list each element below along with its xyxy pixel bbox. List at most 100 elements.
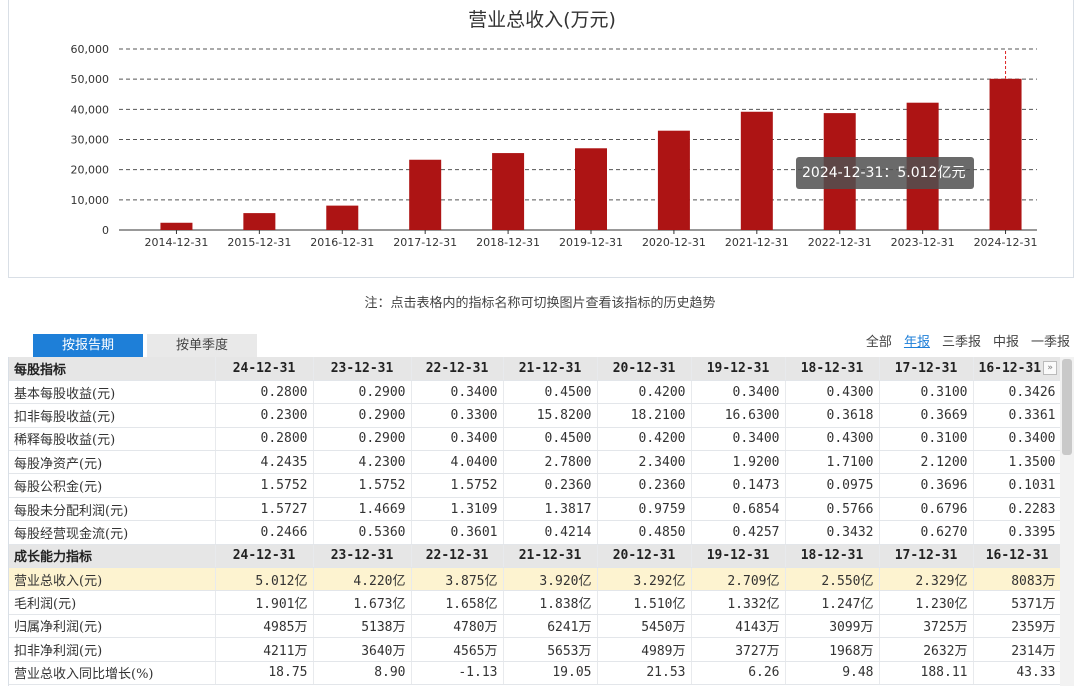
filter-4[interactable]: 一季报 [1030, 335, 1070, 350]
table-cell: 0.6796 [879, 497, 974, 522]
section-title: 每股指标 [9, 357, 216, 381]
table-cell: 0.4300 [785, 380, 880, 405]
filter-2[interactable]: 三季报 [941, 335, 981, 350]
table-cell: 18.2100 [597, 403, 692, 428]
table-cell: 3725万 [879, 614, 974, 639]
indicator-name[interactable]: 每股未分配利润(元) [9, 497, 216, 522]
table-cell: 2.7800 [503, 450, 598, 475]
table-row: 营业总收入同比增长(%) 18.75 8.90 -1.13 19.05 21.53 6.26… [9, 661, 1062, 685]
table-cell: 4.220亿 [313, 567, 412, 592]
column-header: 20-12-31 [597, 357, 692, 381]
indicator-name[interactable]: 每股净资产(元) [9, 450, 216, 475]
indicator-name[interactable]: 毛利润(元) [9, 590, 216, 615]
bar-2019-12-31 [575, 148, 607, 230]
indicator-name[interactable]: 归属净利润(元) [9, 614, 216, 639]
table-cell: 4780万 [411, 614, 504, 639]
table-cell: 9.48 [785, 661, 880, 685]
table-cell: 1.3109 [411, 497, 504, 522]
table-cell: 0.5766 [785, 497, 880, 522]
y-tick-label: 10,000 [71, 194, 110, 207]
filter-1[interactable]: 年报 [903, 335, 930, 350]
tab-single-quarter[interactable]: 按单季度 [147, 334, 257, 358]
indicator-name[interactable]: 营业总收入同比增长(%) [9, 661, 216, 685]
filter-3[interactable]: 中报 [992, 335, 1019, 350]
table-row: 稀释每股收益(元) 0.2800 0.2900 0.3400 0.4500 0.4200 0… [9, 427, 1062, 452]
section-title: 成长能力指标 [9, 544, 216, 569]
tab-report-period[interactable]: 按报告期 [33, 334, 143, 358]
bar-2024-12-31 [989, 78, 1022, 231]
indicator-name[interactable]: 每股经营现金流(元) [9, 520, 216, 545]
table-row: 每股公积金(元) 1.5752 1.5752 1.5752 0.2360 0.2360 0.… [9, 473, 1062, 498]
table-cell: 4.2300 [313, 450, 412, 475]
bar-2020-12-31 [657, 130, 690, 230]
table-row: 毛利润(元) 1.901亿 1.673亿 1.658亿 1.838亿 1.510亿 1.33… [9, 590, 1062, 615]
table-cell: 0.2800 [215, 427, 314, 452]
table-cell: 0.2900 [313, 403, 412, 428]
table-cell: 0.3100 [879, 380, 974, 405]
indicator-name[interactable]: 稀释每股收益(元) [9, 427, 216, 452]
period-filters: 全部 年报 三季报 中报 一季报 [866, 331, 1070, 350]
column-header: 23-12-31 [313, 357, 412, 381]
x-tick-label: 2017-12-31 [393, 236, 457, 249]
indicator-name[interactable]: 扣非每股收益(元) [9, 403, 216, 428]
column-header: 22-12-31 [411, 357, 504, 381]
table-cell: 21.53 [597, 661, 692, 685]
table-cell: 0.0975 [785, 473, 880, 498]
revenue-bar-chart: 营业总收入(万元) 0 10,000 20,000 30,000 40,000 50,000… [71, 9, 1038, 249]
table-cell: 4989万 [597, 637, 692, 662]
chart-title: 营业总收入(万元) [468, 9, 616, 31]
indicator-name[interactable]: 每股公积金(元) [9, 473, 216, 498]
table-cell: 188.11 [879, 661, 974, 685]
x-tick-label: 2016-12-31 [310, 236, 374, 249]
table-cell: 2.709亿 [691, 567, 786, 592]
table-cell: 1.230亿 [879, 590, 974, 615]
table-cell: 0.2800 [215, 380, 314, 405]
x-tick-label: 2021-12-31 [725, 236, 789, 249]
column-header: 16-12-31» [973, 357, 1062, 381]
table-cell: 0.1031 [973, 473, 1062, 498]
table-cell: 15.8200 [503, 403, 598, 428]
table-cell: 4143万 [691, 614, 786, 639]
table-cell: 0.6854 [691, 497, 786, 522]
table-cell: 0.3300 [411, 403, 504, 428]
table-scrollbar[interactable] [1060, 357, 1074, 686]
financial-indicators-table: 每股指标 24-12-31 23-12-31 22-12-31 21-12-31 20-1… [9, 357, 1062, 685]
table-cell: 0.3400 [411, 380, 504, 405]
table-row: 每股净资产(元) 4.2435 4.2300 4.0400 2.7800 2.3400 1.… [9, 450, 1062, 475]
table-cell: 0.9759 [597, 497, 692, 522]
table-cell: 0.3601 [411, 520, 504, 545]
table-cell: 4985万 [215, 614, 314, 639]
bar-2014-12-31 [160, 222, 193, 230]
bar-2015-12-31 [243, 213, 276, 230]
table-cell: 3.875亿 [411, 567, 504, 592]
y-tick-label: 40,000 [71, 103, 110, 116]
table-cell: 1.673亿 [313, 590, 412, 615]
table-cell: 1.3817 [503, 497, 598, 522]
bar-2018-12-31 [492, 153, 525, 230]
filter-0[interactable]: 全部 [865, 335, 892, 350]
table-cell: 43.33 [973, 661, 1062, 685]
bar-2016-12-31 [326, 205, 359, 230]
table-cell: 4211万 [215, 637, 314, 662]
x-tick-label: 2024-12-31 [974, 236, 1038, 249]
table-cell: 1.838亿 [503, 590, 598, 615]
indicator-name[interactable]: 扣非净利润(元) [9, 637, 216, 662]
table-cell: -1.13 [411, 661, 504, 685]
table-cell: 5653万 [503, 637, 598, 662]
column-header: 17-12-31 [879, 357, 974, 381]
table-cell: 0.3361 [973, 403, 1062, 428]
table-cell: 5450万 [597, 614, 692, 639]
indicator-name[interactable]: 基本每股收益(元) [9, 380, 216, 405]
x-tick-label: 2014-12-31 [144, 236, 208, 249]
column-header: 19-12-31 [691, 357, 786, 381]
column-header: 17-12-31 [879, 544, 974, 569]
table-cell: 3.292亿 [597, 567, 692, 592]
table-cell: 8.90 [313, 661, 412, 685]
table-cell: 2314万 [973, 637, 1062, 662]
column-header: 24-12-31 [215, 357, 314, 381]
table-cell: 1968万 [785, 637, 880, 662]
table-scrollbar-thumb[interactable] [1062, 359, 1072, 455]
table-row: 营业总收入(元) 5.012亿 4.220亿 3.875亿 3.920亿 3.292亿 2.… [9, 567, 1062, 592]
next-columns-icon[interactable]: » [1043, 361, 1058, 376]
indicator-name[interactable]: 营业总收入(元) [9, 567, 216, 592]
